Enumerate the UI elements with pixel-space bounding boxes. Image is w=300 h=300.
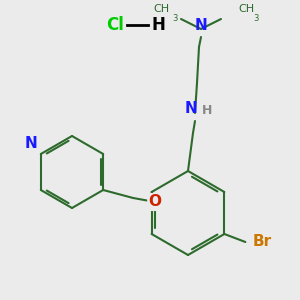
- Text: CH: CH: [238, 4, 254, 14]
- Text: Br: Br: [252, 235, 272, 250]
- Text: N: N: [184, 101, 197, 116]
- Text: H: H: [151, 16, 165, 34]
- Text: CH: CH: [153, 4, 169, 14]
- Text: 3: 3: [172, 14, 177, 23]
- Text: H: H: [202, 104, 212, 117]
- Text: N: N: [25, 136, 38, 151]
- Text: 3: 3: [253, 14, 258, 23]
- Text: Cl: Cl: [106, 16, 124, 34]
- Text: O: O: [149, 194, 162, 209]
- Text: N: N: [195, 18, 207, 33]
